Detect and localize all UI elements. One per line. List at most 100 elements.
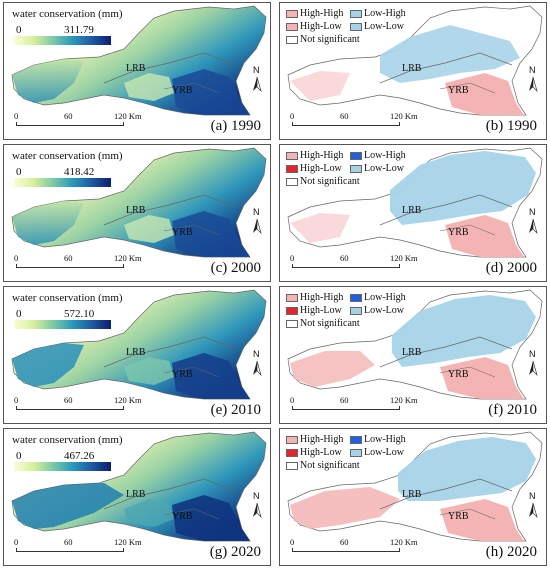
scale-60: 60 xyxy=(64,395,73,405)
scale-0: 0 xyxy=(14,111,19,121)
panel-e: water conservation (mm) 0 572.10 LRB YRB… xyxy=(3,286,271,424)
north-arrow-icon: N xyxy=(250,349,264,377)
color-ramp-bar xyxy=(14,320,111,329)
legend-not-significant: Not significant xyxy=(286,461,360,471)
legend-high-low: High-Low xyxy=(286,22,342,32)
legend-title: water conservation (mm) xyxy=(12,292,123,304)
panel-a: water conservation (mm) 0 311.79 LRB YRB… xyxy=(3,2,271,140)
yrb-label: YRB xyxy=(172,511,193,522)
scale-60: 60 xyxy=(64,253,73,263)
legend-high-high: High-High xyxy=(286,293,343,303)
lisa-map-2000 xyxy=(287,147,543,258)
legend-not-significant: Not significant xyxy=(286,319,360,329)
color-ramp-bar xyxy=(14,178,111,187)
lisa-map-2020 xyxy=(287,431,543,542)
scale-bar: 0 60 120 Km xyxy=(290,253,418,268)
north-arrow-icon: N xyxy=(526,207,540,235)
legend-low-high: Low-High xyxy=(350,9,406,19)
scale-bar: 0 60 120 Km xyxy=(290,395,418,410)
north-arrow-icon: N xyxy=(526,491,540,519)
lrb-label: LRB xyxy=(402,347,422,358)
lrb-label: LRB xyxy=(402,63,422,74)
legend-low-low: Low-Low xyxy=(350,306,404,316)
legend-low-high: Low-High xyxy=(350,293,406,303)
scale-60: 60 xyxy=(340,253,349,263)
yrb-label: YRB xyxy=(448,511,469,522)
scale-0: 0 xyxy=(290,537,295,547)
scale-bar: 0 60 120 Km xyxy=(290,111,418,126)
panel-f: High-High Low-High High-Low Low-Low Not … xyxy=(279,286,547,424)
scale-60: 60 xyxy=(64,537,73,547)
legend-not-significant: Not significant xyxy=(286,35,360,45)
lrb-label: LRB xyxy=(402,489,422,500)
north-arrow-icon: N xyxy=(526,349,540,377)
lrb-label: LRB xyxy=(126,63,146,74)
scale-60: 60 xyxy=(340,537,349,547)
north-arrow-icon: N xyxy=(250,65,264,93)
water-conservation-map-2010 xyxy=(11,289,267,400)
yrb-label: YRB xyxy=(448,227,469,238)
scale-120: 120 Km xyxy=(114,395,142,405)
scale-60: 60 xyxy=(64,111,73,121)
legend-high-high: High-High xyxy=(286,435,343,445)
scale-120: 120 Km xyxy=(114,111,142,121)
lisa-map-1990 xyxy=(287,5,543,116)
water-conservation-map-2020 xyxy=(11,431,267,542)
legend-title: water conservation (mm) xyxy=(12,150,123,162)
color-ramp-bar xyxy=(14,36,111,45)
scale-bar: 0 60 120 Km xyxy=(290,537,418,552)
panel-label: (d) 2000 xyxy=(485,260,537,276)
lrb-label: LRB xyxy=(126,489,146,500)
legend-low-low: Low-Low xyxy=(350,22,404,32)
legend-not-significant: Not significant xyxy=(286,177,360,187)
legend-max-value: 418.42 xyxy=(64,166,95,178)
legend-high-high: High-High xyxy=(286,9,343,19)
panel-label: (f) 2010 xyxy=(488,402,537,418)
yrb-label: YRB xyxy=(448,85,469,96)
panel-g: water conservation (mm) 0 467.26 LRB YRB… xyxy=(3,428,271,566)
north-arrow-icon: N xyxy=(250,491,264,519)
scale-bar: 0 60 120 Km xyxy=(14,253,142,268)
panel-d: High-High Low-High High-Low Low-Low Not … xyxy=(279,144,547,282)
legend-high-high: High-High xyxy=(286,151,343,161)
north-arrow-icon: N xyxy=(526,65,540,93)
lisa-map-2010 xyxy=(287,289,543,400)
scale-0: 0 xyxy=(14,395,19,405)
lrb-label: LRB xyxy=(126,347,146,358)
legend-low-low: Low-Low xyxy=(350,448,404,458)
legend-high-low: High-Low xyxy=(286,164,342,174)
legend-max-value: 311.79 xyxy=(64,24,94,36)
legend-min-value: 0 xyxy=(16,308,22,320)
scale-0: 0 xyxy=(14,537,19,547)
panel-label: (b) 1990 xyxy=(485,118,537,134)
panel-label: (h) 2020 xyxy=(485,544,537,560)
legend-min-value: 0 xyxy=(16,450,22,462)
yrb-label: YRB xyxy=(448,369,469,380)
color-ramp-bar xyxy=(14,462,111,471)
panel-label: (c) 2000 xyxy=(210,260,261,276)
panel-h: High-High Low-High High-Low Low-Low Not … xyxy=(279,428,547,566)
panel-b: High-High Low-High High-Low Low-Low Not … xyxy=(279,2,547,140)
panel-label: (a) 1990 xyxy=(210,118,261,134)
scale-bar: 0 60 120 Km xyxy=(14,111,142,126)
scale-120: 120 Km xyxy=(114,537,142,547)
legend-low-high: Low-High xyxy=(350,435,406,445)
scale-60: 60 xyxy=(340,111,349,121)
panel-label: (e) 2010 xyxy=(210,402,261,418)
scale-120: 120 Km xyxy=(390,111,418,121)
lrb-label: LRB xyxy=(126,205,146,216)
legend-min-value: 0 xyxy=(16,166,22,178)
scale-0: 0 xyxy=(290,395,295,405)
legend-min-value: 0 xyxy=(16,24,22,36)
yrb-label: YRB xyxy=(172,369,193,380)
legend-high-low: High-Low xyxy=(286,448,342,458)
scale-bar: 0 60 120 Km xyxy=(14,395,142,410)
legend-title: water conservation (mm) xyxy=(12,434,123,446)
legend-title: water conservation (mm) xyxy=(12,8,123,20)
legend-max-value: 572.10 xyxy=(64,308,95,320)
north-arrow-icon: N xyxy=(250,207,264,235)
scale-120: 120 Km xyxy=(114,253,142,263)
water-conservation-map-2000 xyxy=(11,147,267,258)
lrb-label: LRB xyxy=(402,205,422,216)
scale-0: 0 xyxy=(290,253,295,263)
